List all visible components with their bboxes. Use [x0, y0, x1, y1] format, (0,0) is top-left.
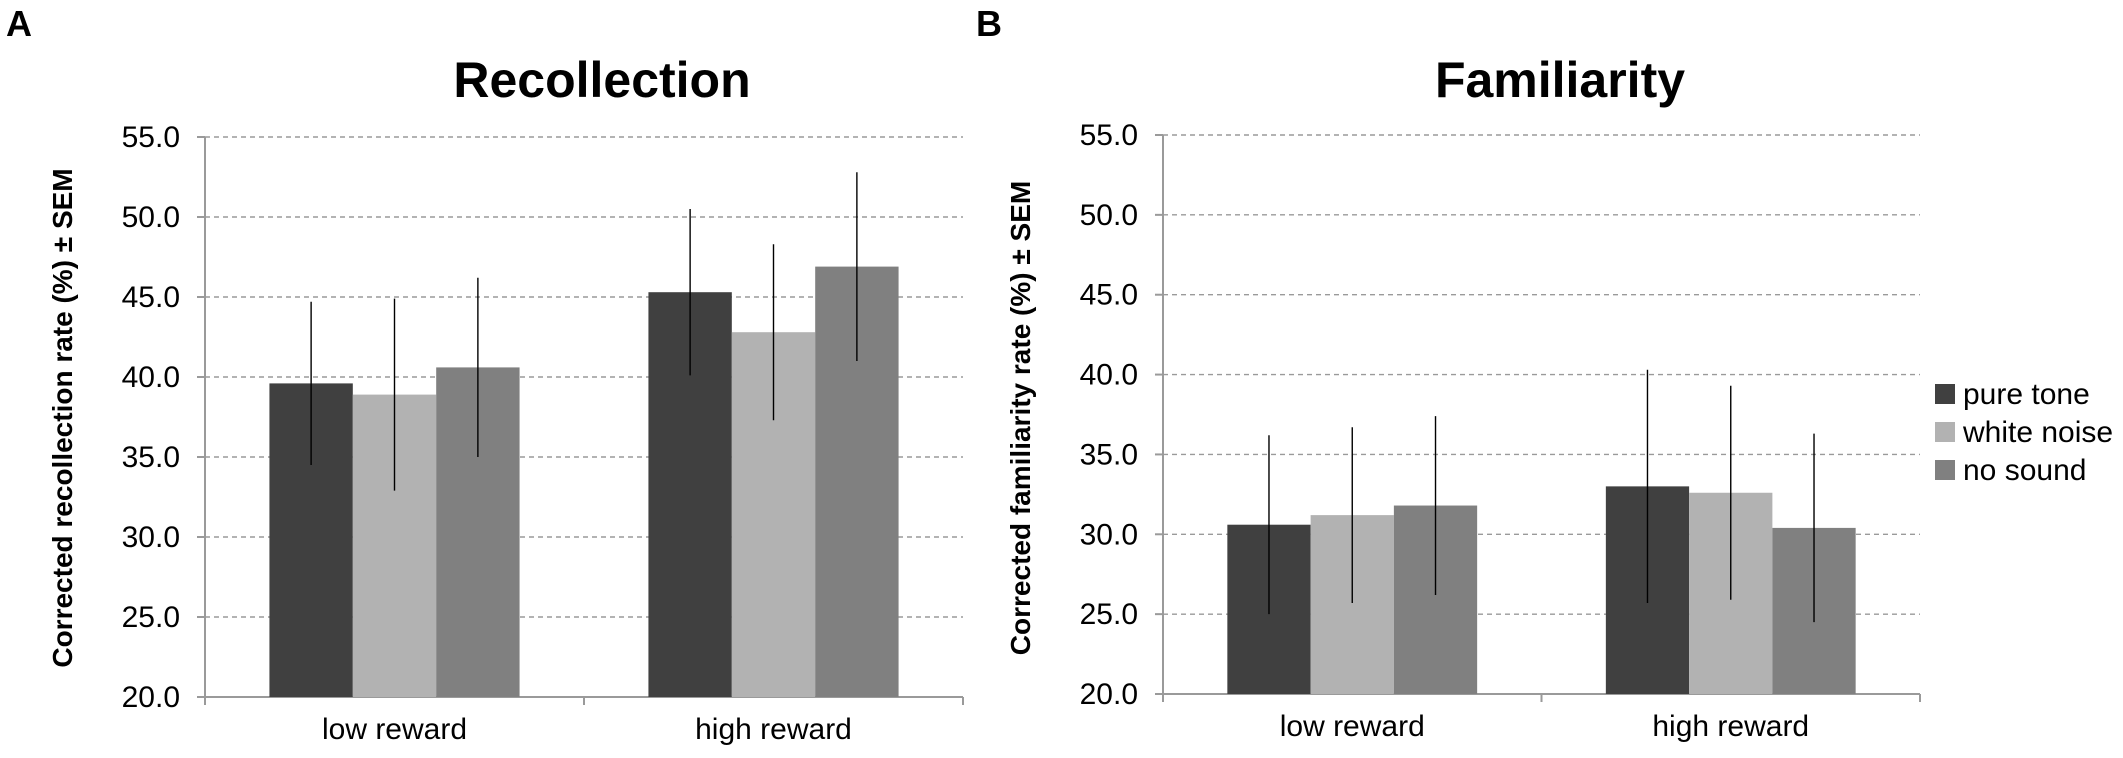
x-category-label: low reward	[1280, 710, 1425, 743]
y-axis-title-familiarity: Corrected familiarity rate (%) ± SEM	[1005, 181, 1036, 655]
y-tick-label: 55.0	[1080, 119, 1138, 152]
y-tick-label: 20.0	[122, 681, 180, 714]
y-tick-label: 40.0	[1080, 359, 1138, 392]
y-tick-label: 25.0	[122, 601, 180, 634]
recollection-chart: Recollection Corrected recollection rate…	[47, 52, 964, 746]
legend-swatch-pure-tone	[1935, 384, 1955, 404]
chart-title-familiarity: Familiarity	[1435, 52, 1685, 108]
y-tick-label: 55.0	[122, 121, 180, 154]
legend-label-white-noise: white noise	[1962, 416, 2113, 449]
y-tick-label: 30.0	[1080, 518, 1138, 551]
y-tick-label: 35.0	[1080, 438, 1138, 471]
panel-letter-a: A	[6, 3, 32, 44]
y-axis-title-recollection: Corrected recollection rate (%) ± SEM	[47, 168, 78, 667]
x-category-label: high reward	[695, 713, 852, 746]
y-tick-label: 40.0	[122, 361, 180, 394]
familiarity-chart: Familiarity Corrected familiarity rate (…	[1005, 52, 1921, 743]
chart-title-recollection: Recollection	[453, 52, 750, 108]
y-tick-label: 30.0	[122, 521, 180, 554]
y-tick-label: 45.0	[1080, 279, 1138, 312]
panel-letter-b: B	[976, 3, 1002, 44]
y-tick-label: 20.0	[1080, 678, 1138, 711]
legend: pure tone white noise no sound	[1935, 378, 2113, 487]
legend-label-no-sound: no sound	[1963, 454, 2086, 487]
legend-swatch-white-noise	[1935, 422, 1955, 442]
y-tick-label: 50.0	[122, 201, 180, 234]
legend-swatch-no-sound	[1935, 460, 1955, 480]
y-tick-label: 25.0	[1080, 598, 1138, 631]
y-tick-label: 35.0	[122, 441, 180, 474]
y-tick-label: 50.0	[1080, 199, 1138, 232]
y-tick-label: 45.0	[122, 281, 180, 314]
x-category-label: low reward	[322, 713, 467, 746]
legend-label-pure-tone: pure tone	[1963, 378, 2090, 411]
x-category-label: high reward	[1652, 710, 1809, 743]
